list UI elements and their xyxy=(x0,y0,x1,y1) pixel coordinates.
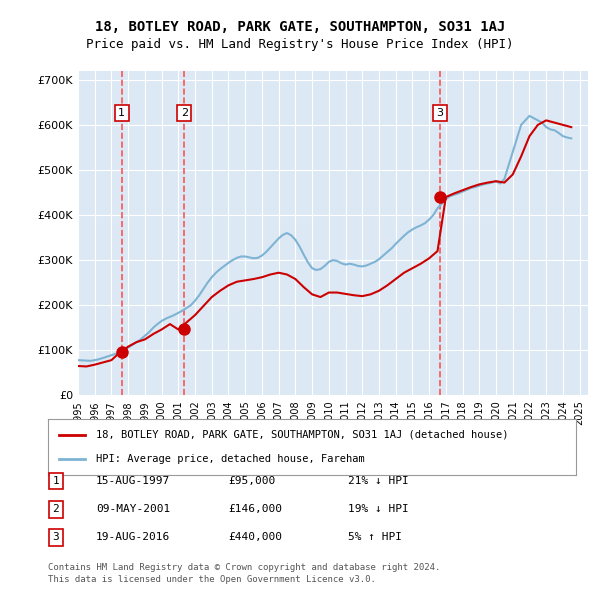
Text: 3: 3 xyxy=(436,108,443,118)
Text: 2: 2 xyxy=(52,504,59,514)
Text: Contains HM Land Registry data © Crown copyright and database right 2024.: Contains HM Land Registry data © Crown c… xyxy=(48,563,440,572)
Text: 19% ↓ HPI: 19% ↓ HPI xyxy=(348,504,409,514)
Text: 19-AUG-2016: 19-AUG-2016 xyxy=(96,533,170,542)
Text: 21% ↓ HPI: 21% ↓ HPI xyxy=(348,476,409,486)
Text: HPI: Average price, detached house, Fareham: HPI: Average price, detached house, Fare… xyxy=(95,454,364,464)
Text: 1: 1 xyxy=(118,108,125,118)
Text: 18, BOTLEY ROAD, PARK GATE, SOUTHAMPTON, SO31 1AJ: 18, BOTLEY ROAD, PARK GATE, SOUTHAMPTON,… xyxy=(95,19,505,34)
Text: £146,000: £146,000 xyxy=(228,504,282,514)
Text: £95,000: £95,000 xyxy=(228,476,275,486)
Text: 09-MAY-2001: 09-MAY-2001 xyxy=(96,504,170,514)
Text: 15-AUG-1997: 15-AUG-1997 xyxy=(96,476,170,486)
Text: 2: 2 xyxy=(181,108,188,118)
Text: 3: 3 xyxy=(52,533,59,542)
Text: This data is licensed under the Open Government Licence v3.0.: This data is licensed under the Open Gov… xyxy=(48,575,376,584)
Text: £440,000: £440,000 xyxy=(228,533,282,542)
Text: 18, BOTLEY ROAD, PARK GATE, SOUTHAMPTON, SO31 1AJ (detached house): 18, BOTLEY ROAD, PARK GATE, SOUTHAMPTON,… xyxy=(95,430,508,440)
Text: 1: 1 xyxy=(52,476,59,486)
Text: 5% ↑ HPI: 5% ↑ HPI xyxy=(348,533,402,542)
Text: Price paid vs. HM Land Registry's House Price Index (HPI): Price paid vs. HM Land Registry's House … xyxy=(86,38,514,51)
